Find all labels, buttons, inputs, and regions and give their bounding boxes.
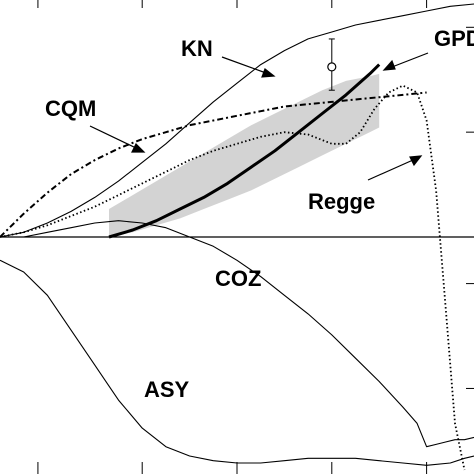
series-line-gpd — [108, 63, 381, 239]
series-line-cqm — [0, 91, 427, 238]
kn-arrow — [221, 56, 267, 74]
cqm-arrowhead — [131, 142, 146, 153]
data-point-layer — [327, 38, 337, 91]
label-coz: COZ — [215, 266, 261, 291]
label-gpd: GPD — [434, 26, 474, 51]
annotation-arrows — [89, 52, 429, 181]
series-line-regge — [0, 84, 466, 471]
series-line-coz — [0, 220, 474, 448]
gpd-arrowhead — [382, 59, 396, 71]
tick-marks — [37, 0, 474, 474]
series-layer — [0, 3, 474, 471]
gpd-uncertainty-band — [109, 73, 380, 238]
label-kn: KN — [181, 36, 213, 61]
gpd-arrow — [391, 52, 429, 68]
regge-arrowhead — [409, 155, 423, 167]
cqm-arrow — [89, 125, 137, 149]
regge-arrow — [367, 159, 414, 181]
series-line-asy — [0, 259, 474, 466]
uncertainty-band-layer — [109, 73, 380, 238]
label-regge: Regge — [308, 189, 375, 214]
label-cqm: CQM — [45, 96, 96, 121]
series-line-kn — [0, 3, 474, 238]
kn-arrowhead — [261, 68, 276, 78]
data-point-marker — [327, 62, 337, 72]
label-asy: ASY — [144, 377, 190, 402]
